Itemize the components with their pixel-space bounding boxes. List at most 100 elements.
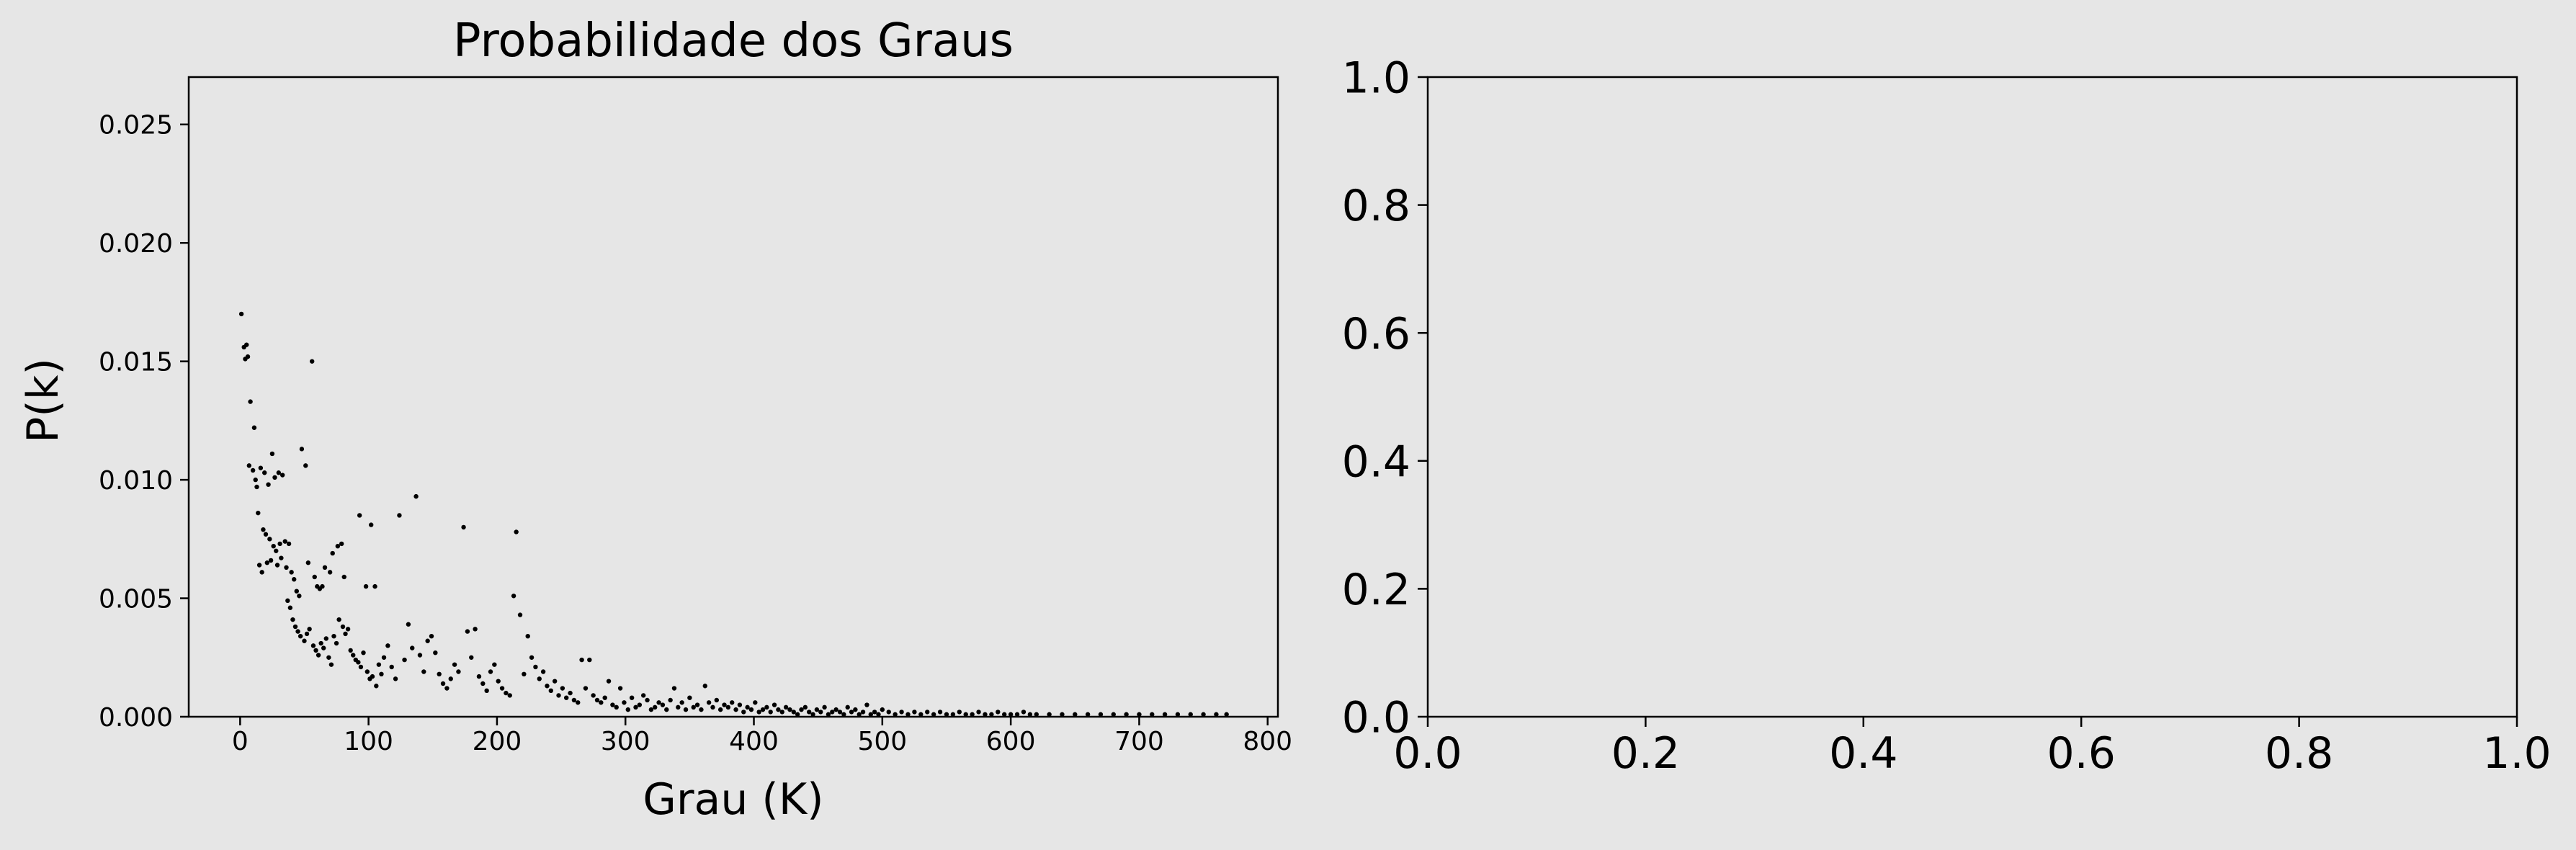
left-x-tick-label: 500 [857,727,907,756]
data-point [339,541,344,547]
data-point [633,704,638,710]
data-point [683,707,689,712]
data-point [893,712,898,717]
left-y-tick-label: 0.000 [99,703,173,733]
data-point [1188,712,1193,717]
data-point [363,583,369,589]
data-point [284,565,289,570]
data-point [1124,712,1129,717]
data-point [517,612,523,617]
data-point [560,686,565,691]
data-point [292,624,298,630]
data-point [837,710,843,715]
right-x-tick-label: 1.0 [2482,728,2551,779]
data-point [710,704,715,710]
data-point [351,653,356,658]
data-point [970,712,975,717]
data-point [937,710,943,715]
data-point [668,697,673,703]
data-point [610,702,615,707]
data-point [625,707,630,712]
data-point [410,645,415,650]
data-point [402,657,407,663]
data-point [776,707,781,712]
data-point [764,704,769,710]
data-point [841,712,846,717]
data-point [853,707,858,712]
data-point [706,700,712,705]
data-point [912,710,917,715]
data-point [806,710,812,715]
data-point [272,475,277,480]
data-point [397,513,402,518]
data-point [499,686,505,691]
data-point [448,676,453,681]
data-point [571,697,577,703]
left-x-tick-label: 400 [729,727,779,756]
data-point [602,695,607,700]
data-point [267,537,272,542]
data-point [540,669,546,674]
data-point [545,684,550,689]
data-point [583,686,589,691]
data-point [250,468,256,473]
data-point [656,700,661,705]
data-point [617,686,623,691]
left-y-tick-label: 0.020 [99,229,173,259]
data-point [845,704,850,710]
data-point [1162,712,1168,717]
data-point [976,710,981,715]
data-point [1085,712,1091,717]
data-point [374,684,379,689]
data-point [276,470,282,475]
data-point [429,633,434,639]
data-point [671,686,677,691]
data-point [1002,712,1007,717]
data-point [591,693,596,698]
data-point [326,655,331,660]
left-x-tick-label: 800 [1243,727,1292,756]
data-point [484,688,489,694]
data-point [694,702,700,707]
data-point [292,577,297,582]
data-point [664,707,669,712]
data-point [279,473,285,478]
data-point [437,671,442,676]
data-point [379,671,384,676]
data-point [795,712,800,717]
data-point [305,560,311,565]
data-point [287,605,293,610]
data-point [345,627,351,632]
data-point [660,702,666,707]
data-point [356,660,361,665]
data-point [511,594,516,599]
right-x-tick-label: 0.8 [2265,728,2333,779]
data-point [261,470,267,475]
data-point [1201,712,1206,717]
data-point [702,684,707,689]
data-point [1034,712,1039,717]
data-point [343,631,348,637]
data-point [1014,712,1020,717]
data-point [529,655,535,660]
data-point [687,695,692,700]
data-point [576,700,581,705]
data-point [261,527,266,532]
data-point [725,704,731,710]
right-x-tick-label: 0.6 [2047,728,2115,779]
data-point [376,662,382,667]
data-point [274,548,279,553]
data-point [465,629,470,634]
left-x-tick-label: 700 [1114,727,1164,756]
data-point [622,700,627,705]
data-point [323,636,328,641]
left-y-tick-label: 0.005 [99,585,173,614]
data-point [245,354,251,359]
left-x-axis-label: Grau (K) [643,774,823,825]
right-y-tick-label: 0.2 [1342,565,1410,615]
data-point [318,640,323,646]
data-point [1008,712,1014,717]
data-point [864,702,869,707]
data-point [370,674,375,679]
data-point [722,702,727,707]
